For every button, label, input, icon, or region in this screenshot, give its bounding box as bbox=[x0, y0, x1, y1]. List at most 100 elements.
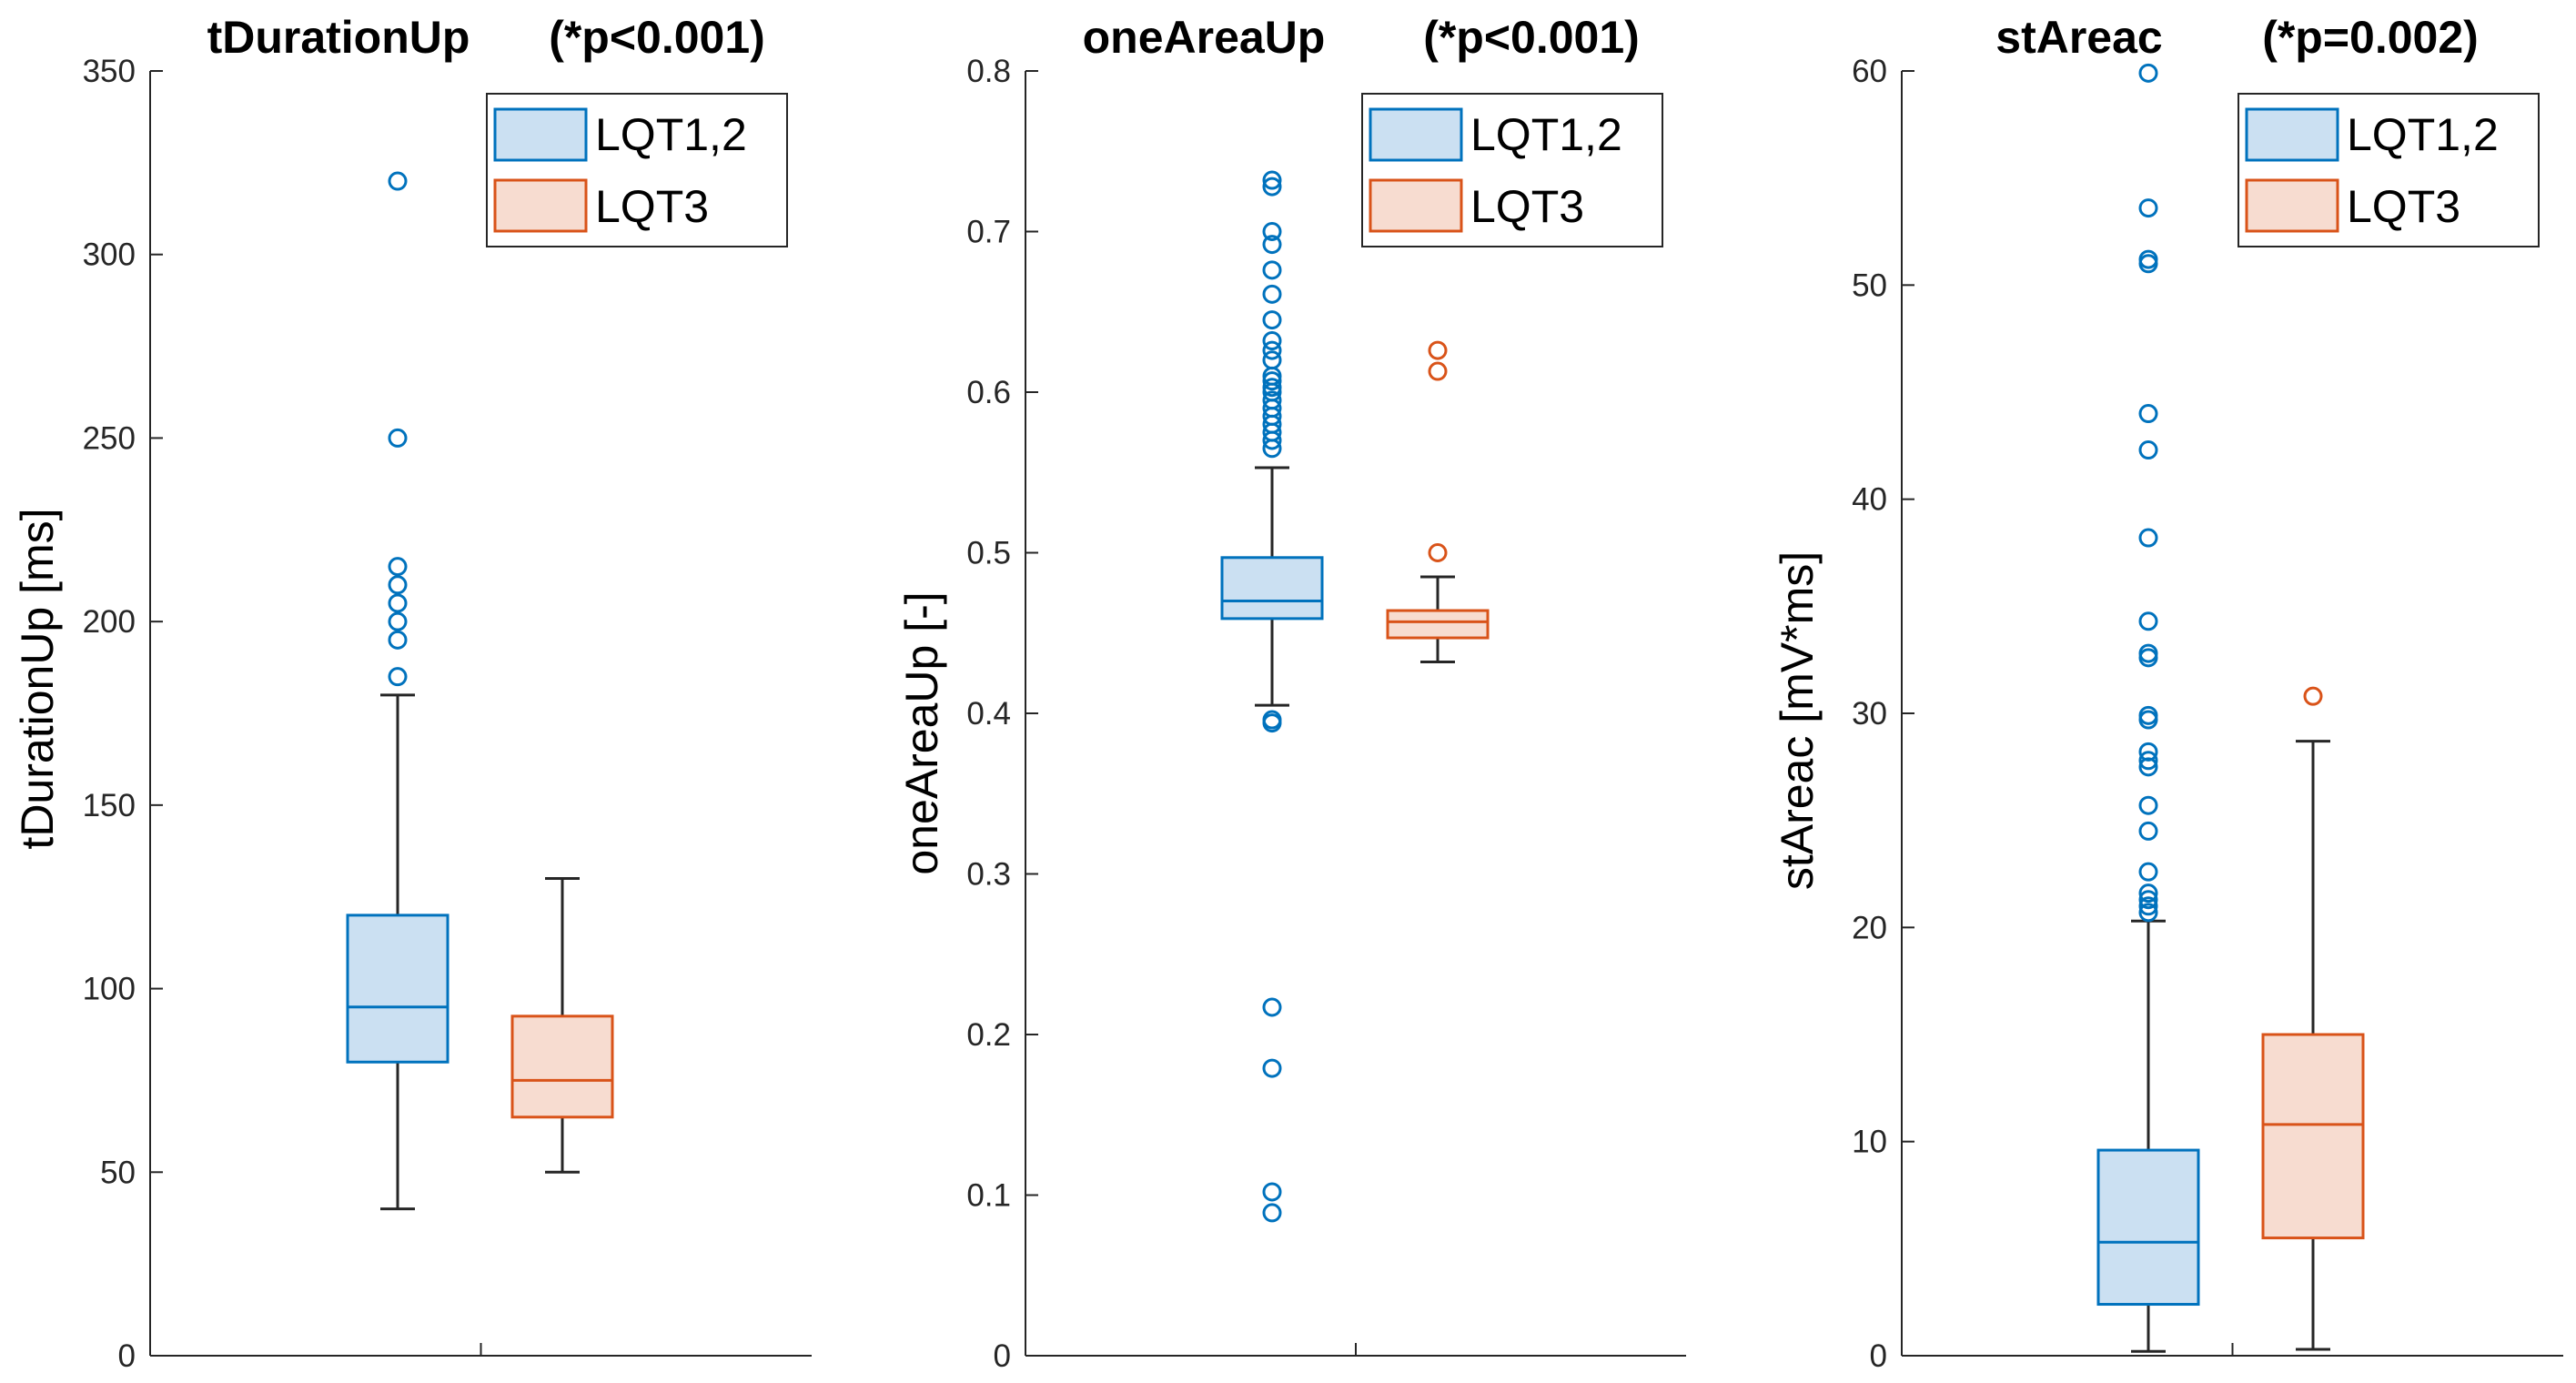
outlier-point bbox=[2138, 611, 2158, 631]
outlier-point bbox=[1262, 997, 1282, 1017]
y-axis-label: oneAreaUp [-] bbox=[896, 591, 947, 874]
y-tick-label: 0 bbox=[118, 1338, 136, 1374]
box-lqt12 bbox=[1220, 170, 1324, 1223]
panel-stareac: stAreac (*p=0.002) stAreac [mV*ms] 0 10 20… bbox=[1772, 12, 2563, 1374]
plot-area: 0 50 100 150 200 250 300 350 bbox=[83, 54, 812, 1374]
outlier-point bbox=[2138, 903, 2158, 923]
outlier-point bbox=[2138, 795, 2158, 815]
y-tick-label: 60 bbox=[1852, 54, 1887, 89]
legend: LQT1,2 LQT3 bbox=[1361, 93, 1663, 247]
outlier-point bbox=[388, 630, 408, 650]
y-tick-label: 0.2 bbox=[966, 1017, 1011, 1053]
legend-label-lqt12: LQT1,2 bbox=[595, 109, 747, 160]
y-tick-label: 0.4 bbox=[966, 696, 1011, 732]
panel-title: oneAreaUp bbox=[1083, 12, 1326, 63]
outlier-point bbox=[2138, 528, 2158, 548]
outlier-point bbox=[1262, 310, 1282, 330]
y-tick-label: 50 bbox=[1852, 268, 1887, 303]
legend-label-lqt3: LQT3 bbox=[2347, 181, 2460, 232]
outlier-point bbox=[1262, 260, 1282, 280]
y-tick-label: 0 bbox=[994, 1338, 1011, 1374]
legend-swatch-lqt12 bbox=[493, 107, 588, 162]
outlier-point bbox=[1262, 1058, 1282, 1078]
outlier-point bbox=[2138, 883, 2158, 903]
outlier-point bbox=[1262, 390, 1282, 410]
y-axis-label: tDurationUp [ms] bbox=[12, 508, 63, 849]
outlier-point bbox=[388, 557, 408, 577]
panel-pvalue: (*p=0.002) bbox=[2262, 12, 2479, 63]
outlier-point bbox=[2138, 742, 2158, 762]
outlier-point bbox=[388, 611, 408, 631]
box-lqt12 bbox=[346, 171, 450, 1211]
legend-swatch-lqt3 bbox=[493, 178, 588, 233]
outlier-point bbox=[2138, 757, 2158, 777]
y-tick-label: 200 bbox=[83, 604, 136, 640]
y-tick-label: 50 bbox=[100, 1155, 136, 1190]
y-tick-label: 40 bbox=[1852, 482, 1887, 518]
outlier-point bbox=[388, 171, 408, 191]
outlier-point bbox=[1262, 177, 1282, 197]
outlier-point bbox=[2138, 440, 2158, 460]
panel-title: tDurationUp bbox=[207, 12, 470, 63]
outlier-point bbox=[2138, 890, 2158, 910]
outlier-point bbox=[1262, 284, 1282, 304]
legend-label-lqt12: LQT1,2 bbox=[1470, 109, 1622, 160]
iqr-box bbox=[2261, 1033, 2365, 1240]
panel-pvalue: (*p<0.001) bbox=[549, 12, 765, 63]
outlier-point bbox=[2303, 686, 2323, 706]
legend-swatch-lqt3 bbox=[1369, 178, 1463, 233]
legend-swatch-lqt3 bbox=[2245, 178, 2339, 233]
iqr-box bbox=[2096, 1148, 2200, 1307]
outlier-point bbox=[2138, 404, 2158, 424]
outlier-point bbox=[1262, 1182, 1282, 1202]
outlier-point bbox=[1262, 340, 1282, 360]
legend-label-lqt3: LQT3 bbox=[595, 181, 709, 232]
outlier-point bbox=[1262, 1203, 1282, 1223]
iqr-box bbox=[1220, 556, 1324, 621]
outlier-point bbox=[2138, 643, 2158, 663]
outlier-point bbox=[1428, 543, 1448, 562]
legend-label-lqt12: LQT1,2 bbox=[2347, 109, 2499, 160]
box-lqt3 bbox=[510, 877, 614, 1174]
outlier-point bbox=[1262, 378, 1282, 398]
box-lqt3 bbox=[2261, 686, 2365, 1351]
y-tick-label: 0 bbox=[1870, 1338, 1887, 1374]
plot-area: 0 0.1 0.2 0.3 0.4 0.5 0.6 0.7 0.8 bbox=[966, 54, 1686, 1374]
legend-swatch-lqt12 bbox=[1369, 107, 1463, 162]
y-tick-label: 10 bbox=[1852, 1125, 1887, 1160]
outlier-point bbox=[2138, 705, 2158, 725]
outlier-point bbox=[1428, 340, 1448, 360]
y-tick-label: 100 bbox=[83, 972, 136, 1007]
outlier-point bbox=[2138, 862, 2158, 882]
outlier-point bbox=[2138, 249, 2158, 269]
outlier-point bbox=[1262, 235, 1282, 255]
outlier-point bbox=[1262, 710, 1282, 730]
y-tick-label: 0.6 bbox=[966, 375, 1011, 410]
plot-area: 0 10 20 30 40 50 60 bbox=[1852, 54, 2563, 1374]
y-tick-label: 30 bbox=[1852, 696, 1887, 732]
iqr-box bbox=[510, 1015, 614, 1119]
outlier-point bbox=[1262, 350, 1282, 370]
outlier-point bbox=[1428, 361, 1448, 381]
legend-label-lqt3: LQT3 bbox=[1470, 181, 1584, 232]
legend-swatch-lqt12 bbox=[2245, 107, 2339, 162]
outlier-point bbox=[1262, 331, 1282, 351]
panel-oneareaup: oneAreaUp (*p<0.001) oneAreaUp [-] 00.10… bbox=[896, 12, 1686, 1374]
outlier-point bbox=[1262, 222, 1282, 241]
outlier-point bbox=[1262, 170, 1282, 190]
panel-title: stAreac bbox=[1995, 12, 2162, 63]
outlier-point bbox=[2138, 751, 2158, 771]
y-tick-label: 0.3 bbox=[966, 857, 1011, 893]
outlier-point bbox=[2138, 896, 2158, 916]
y-axis-label: stAreac [mV*ms] bbox=[1772, 551, 1823, 890]
box-lqt3 bbox=[1386, 340, 1490, 664]
panel-pvalue: (*p<0.001) bbox=[1423, 12, 1640, 63]
y-tick-label: 250 bbox=[83, 420, 136, 456]
outlier-point bbox=[388, 593, 408, 613]
y-tick-label: 150 bbox=[83, 788, 136, 823]
y-tick-label: 350 bbox=[83, 54, 136, 89]
outlier-point bbox=[2138, 198, 2158, 218]
y-tick-label: 0.7 bbox=[966, 215, 1011, 250]
y-tick-label: 20 bbox=[1852, 910, 1887, 945]
